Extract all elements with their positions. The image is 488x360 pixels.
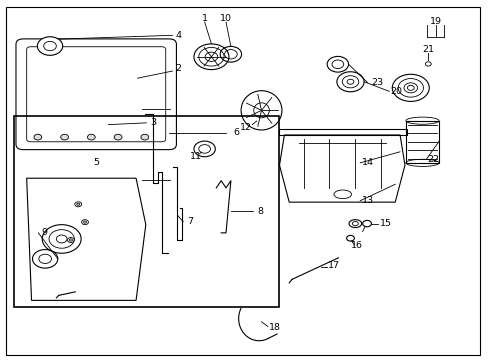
Ellipse shape [141,134,148,140]
Text: 19: 19 [428,17,441,26]
Text: 13: 13 [361,196,373,205]
Text: 8: 8 [257,207,263,216]
Text: 23: 23 [370,78,383,87]
Text: 3: 3 [150,118,156,127]
Bar [278,129,407,135]
Text: 14: 14 [361,158,373,167]
Text: 11: 11 [189,152,202,161]
Text: 5: 5 [93,158,99,167]
Text: 10: 10 [220,14,231,23]
Polygon shape [27,178,145,300]
Text: 15: 15 [379,219,391,228]
Text: 16: 16 [350,240,363,249]
Text: 6: 6 [233,129,239,138]
Text: 22: 22 [427,155,438,164]
Polygon shape [279,135,404,202]
Text: 18: 18 [268,323,280,332]
Text: 9: 9 [41,228,47,237]
Ellipse shape [87,134,95,140]
Ellipse shape [114,134,122,140]
Bar [14,116,278,307]
Text: 12: 12 [240,123,251,132]
Text: 17: 17 [327,261,339,270]
Text: 2: 2 [175,64,181,73]
FancyBboxPatch shape [16,39,176,150]
Bar [405,121,438,163]
Text: 20: 20 [389,87,401,96]
Text: 4: 4 [176,31,182,40]
Ellipse shape [34,134,41,140]
Text: 1: 1 [201,14,207,23]
Text: 7: 7 [187,217,193,226]
Ellipse shape [61,134,68,140]
Text: 21: 21 [421,45,433,54]
Ellipse shape [37,37,62,55]
